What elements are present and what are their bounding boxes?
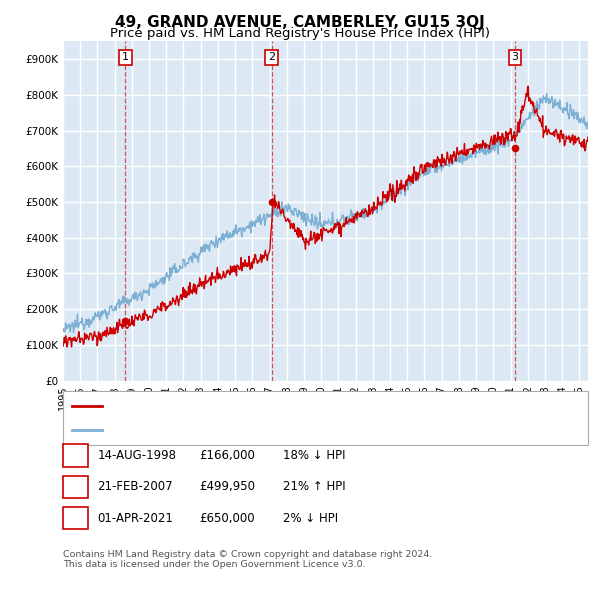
Text: 21% ↑ HPI: 21% ↑ HPI	[283, 480, 346, 493]
Text: 1: 1	[72, 449, 79, 462]
Text: 01-APR-2021: 01-APR-2021	[97, 512, 173, 525]
Text: Price paid vs. HM Land Registry's House Price Index (HPI): Price paid vs. HM Land Registry's House …	[110, 27, 490, 40]
Text: 14-AUG-1998: 14-AUG-1998	[97, 449, 176, 462]
Text: £166,000: £166,000	[199, 449, 255, 462]
Text: 2% ↓ HPI: 2% ↓ HPI	[283, 512, 338, 525]
Text: 49, GRAND AVENUE, CAMBERLEY, GU15 3QJ: 49, GRAND AVENUE, CAMBERLEY, GU15 3QJ	[115, 15, 485, 30]
Text: 2: 2	[268, 53, 275, 63]
Text: 2: 2	[72, 480, 79, 493]
Text: Contains HM Land Registry data © Crown copyright and database right 2024.
This d: Contains HM Land Registry data © Crown c…	[63, 550, 433, 569]
Text: 49, GRAND AVENUE, CAMBERLEY, GU15 3QJ (detached house): 49, GRAND AVENUE, CAMBERLEY, GU15 3QJ (d…	[108, 401, 448, 411]
Text: HPI: Average price, detached house, Surrey Heath: HPI: Average price, detached house, Surr…	[108, 425, 382, 435]
Text: 3: 3	[72, 512, 79, 525]
Text: 3: 3	[511, 53, 518, 63]
Text: £650,000: £650,000	[199, 512, 255, 525]
Text: £499,950: £499,950	[199, 480, 255, 493]
Text: 1: 1	[122, 53, 129, 63]
Text: 18% ↓ HPI: 18% ↓ HPI	[283, 449, 346, 462]
Text: 21-FEB-2007: 21-FEB-2007	[97, 480, 173, 493]
